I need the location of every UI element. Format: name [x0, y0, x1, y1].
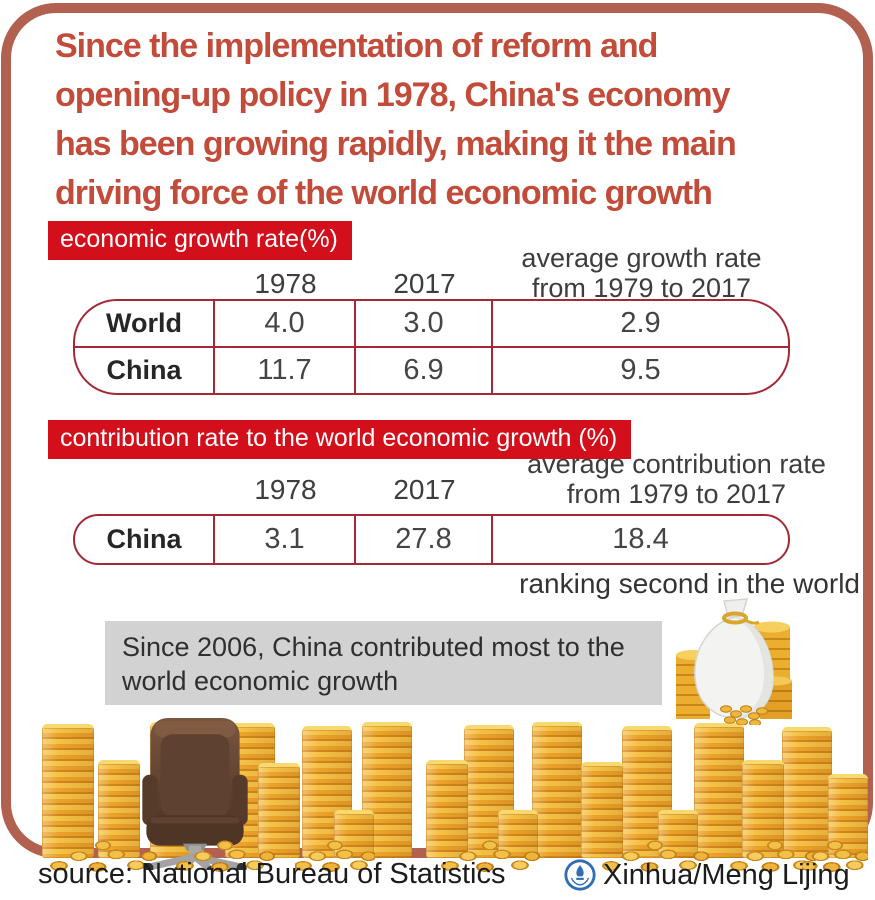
coin-pile	[600, 840, 710, 876]
table-cell: 18.4	[612, 523, 669, 555]
coin-stack	[302, 726, 352, 858]
title-line: driving force of the world economic grow…	[55, 174, 713, 212]
coin-pile	[48, 840, 158, 876]
agency-credit: Xinhua/Meng Lijing	[563, 858, 850, 892]
table-cell: 3.1	[215, 516, 356, 563]
coin-stack	[694, 723, 744, 858]
header-1978: 1978	[254, 268, 317, 299]
table-row-label: World	[75, 301, 215, 346]
table-row-label: China	[75, 346, 215, 393]
title-line: Since the implementation of reform and	[55, 27, 658, 65]
header-average-line: from 1979 to 2017	[531, 273, 752, 303]
table-cell: 27.8	[356, 516, 493, 563]
title-line: has been growing rapidly, making it the …	[55, 125, 737, 163]
table-cell: 4.0	[215, 301, 356, 346]
source-credit: source: National Bureau of Statistics	[38, 858, 506, 890]
ranking-note: ranking second in the world	[519, 568, 860, 599]
header-average-line: average growth rate	[521, 243, 762, 273]
table-cell: 11.7	[215, 346, 356, 393]
title-line: opening-up policy in 1978, China's econo…	[55, 76, 731, 114]
xinhua-logo-icon	[564, 859, 596, 891]
coin-pile	[802, 840, 868, 876]
agency-credit-text: Xinhua/Meng Lijing	[603, 858, 850, 891]
header-1978: 1978	[254, 474, 317, 505]
header-average-line: average contribution rate	[527, 449, 826, 479]
callout-box: Since 2006, China contributed most to th…	[105, 621, 662, 705]
table-row-label: China	[75, 516, 215, 563]
coin-stack	[782, 727, 832, 858]
growth-table-header: 1978 2017 average growth rate from 1979 …	[73, 243, 790, 303]
header-average: average growth rate from 1979 to 2017	[493, 243, 790, 303]
table-cell: 2.9	[620, 307, 661, 339]
table-cell: 3.0	[356, 301, 493, 346]
growth-rate-badge: economic growth rate(%)	[48, 221, 352, 260]
header-2017: 2017	[393, 268, 456, 299]
coin-pile	[295, 840, 375, 876]
coin-stack	[532, 722, 582, 858]
header-2017: 2017	[393, 474, 456, 505]
table-cell: 9.5	[493, 346, 788, 393]
coin-pile	[175, 840, 275, 876]
contribution-table: China 3.1 27.8 18.4	[73, 514, 790, 565]
callout-text: Since 2006, China contributed most to th…	[122, 632, 625, 696]
table-cell: 6.9	[356, 346, 493, 393]
coin-stack	[42, 724, 94, 858]
contribution-table-header: 1978 2017 average contribution rate from…	[73, 449, 826, 509]
header-average: average contribution rate from 1979 to 2…	[493, 449, 826, 509]
header-average-line: from 1979 to 2017	[566, 479, 787, 509]
growth-table: World 4.0 3.0 2.9 China 11.7 6.9 9.5	[73, 299, 790, 395]
coin-stack	[362, 722, 412, 858]
money-bag-icon	[676, 598, 792, 725]
coin-pile	[440, 840, 540, 876]
contribution-rate-badge: contribution rate to the world economic …	[48, 420, 632, 459]
page-title: Since the implementation of reform and o…	[55, 22, 867, 218]
